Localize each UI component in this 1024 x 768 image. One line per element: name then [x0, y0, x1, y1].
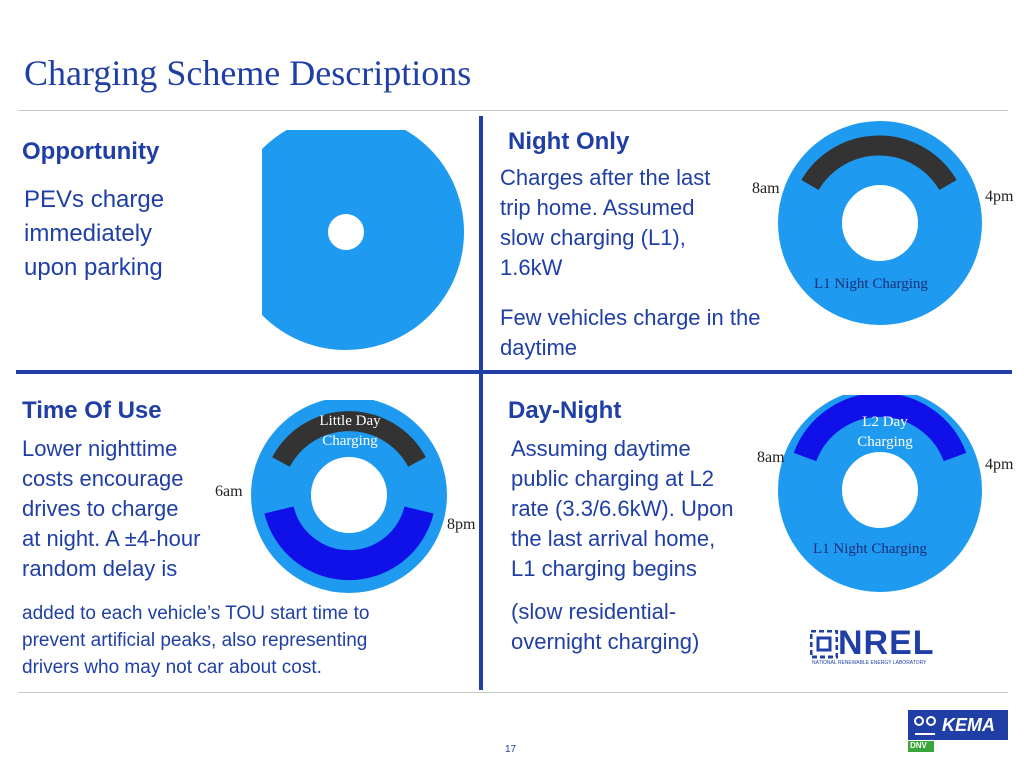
day-night-description: Assuming daytime public charging at L2 r…: [511, 434, 734, 584]
base-ring: [778, 395, 982, 592]
opportunity-heading: Opportunity: [22, 138, 160, 165]
page-number: 17: [505, 744, 517, 755]
text-line: immediately: [24, 220, 153, 247]
text-line: drives to charge: [22, 496, 179, 521]
text-line: random delay is: [22, 556, 178, 581]
text-line: 1.6kW: [500, 255, 563, 280]
night-charging-arc: [801, 135, 957, 191]
dnv-wordmark: DNV: [910, 741, 927, 750]
text-line: (slow residential-: [511, 599, 677, 624]
kema-emblem-icon: [914, 716, 936, 735]
text-line: PEVs charge: [24, 186, 165, 213]
night-only-description: Charges after the last trip home. Assume…: [500, 163, 710, 283]
night-only-note: Few vehicles charge in the daytime: [500, 303, 760, 363]
time-label-4pm: 4pm: [985, 456, 1014, 473]
text-line: daytime: [500, 335, 578, 360]
nrel-logo: NREL NATIONAL RENEWABLE ENERGY LABORATOR…: [810, 624, 938, 668]
text-line: Few vehicles charge in the: [500, 305, 761, 330]
text-line: added to each vehicle’s TOU start time t…: [22, 603, 370, 624]
footer-divider: [18, 692, 1008, 693]
text-line: Charges after the last: [500, 165, 711, 190]
l2-day-charging-arc: [793, 395, 967, 462]
time-label-8am: 8am: [757, 449, 785, 466]
text-line: at night. A ±4-hour: [22, 526, 201, 551]
time-label-8am: 8am: [752, 180, 780, 197]
nrel-subtitle: NATIONAL RENEWABLE ENERGY LABORATORY: [812, 660, 927, 666]
text-line: the last arrival home,: [511, 526, 716, 551]
arc-label: Little Day Charging: [310, 411, 390, 451]
full-day-charging-ring: [262, 130, 464, 350]
text-line: L1 charging begins: [511, 556, 697, 581]
time-label-8pm: 8pm: [447, 516, 476, 533]
day-night-heading: Day-Night: [508, 397, 622, 424]
time-label-4pm: 4pm: [985, 188, 1014, 205]
title-divider: [18, 110, 1008, 111]
text-line: prevent artificial peaks, also represent…: [22, 630, 368, 651]
kema-wordmark: KEMA: [942, 715, 995, 735]
time-of-use-note: added to each vehicle’s TOU start time t…: [22, 600, 369, 681]
quadrant-horizontal-divider: [16, 370, 1012, 374]
text-line: public charging at L2: [511, 466, 715, 491]
arc-label: L2 Day Charging: [845, 412, 925, 452]
time-label-6am: 6am: [215, 483, 243, 500]
text-line: slow charging (L1),: [500, 225, 686, 250]
opportunity-ring-diagram: [262, 130, 464, 350]
arc-label-line: Little Day: [319, 413, 381, 429]
time-of-use-heading: Time Of Use: [22, 397, 162, 424]
day-night-ring-diagram: [778, 395, 982, 592]
text-line: drivers who may not car about cost.: [22, 657, 322, 678]
nrel-mark-icon: [810, 630, 838, 659]
arc-label-line: Charging: [857, 434, 913, 450]
time-of-use-ring-diagram: [251, 400, 447, 593]
text-line: overnight charging): [511, 629, 700, 654]
page-title: Charging Scheme Descriptions: [24, 53, 472, 93]
text-line: Assuming daytime: [511, 436, 691, 461]
ring-inner-label: L1 Night Charging: [814, 276, 928, 292]
text-line: Lower nighttime: [22, 436, 178, 461]
text-line: trip home. Assumed: [500, 195, 695, 220]
nrel-wordmark: NREL: [838, 624, 935, 662]
text-line: costs encourage: [22, 466, 184, 491]
little-day-charging-arc: [272, 411, 426, 467]
kema-dnv-logo: KEMA DNV: [908, 710, 1008, 752]
arc-label-line: Charging: [322, 433, 378, 449]
quadrant-vertical-divider: [479, 116, 483, 690]
text-line: rate (3.3/6.6kW). Upon: [511, 496, 734, 521]
night-charging-arc: [264, 505, 434, 581]
night-only-ring-diagram: [778, 121, 982, 325]
night-only-heading: Night Only: [508, 128, 630, 155]
opportunity-description: PEVs charge immediately upon parking: [24, 183, 164, 285]
dnv-badge: [908, 741, 934, 752]
day-night-note: (slow residential- overnight charging): [511, 597, 699, 657]
ring-inner-label: L1 Night Charging: [813, 541, 927, 557]
text-line: upon parking: [24, 254, 163, 281]
time-of-use-description: Lower nighttime costs encourage drives t…: [22, 434, 200, 584]
arc-label-line: L2 Day: [862, 414, 908, 430]
